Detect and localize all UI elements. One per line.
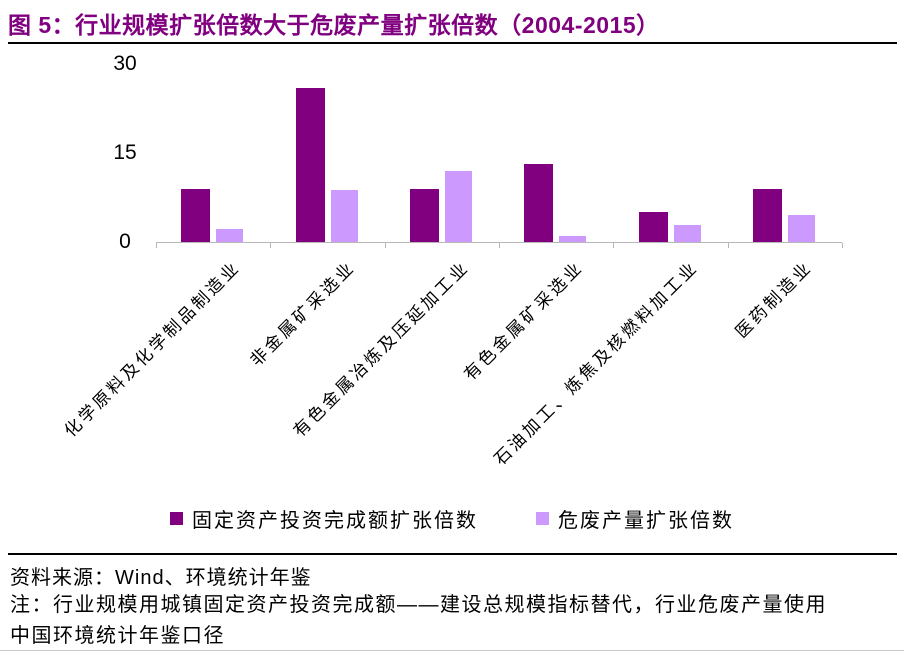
title-divider xyxy=(8,42,897,44)
bar-fixed-investment xyxy=(181,188,211,242)
bar-hazwaste-output xyxy=(444,170,472,242)
x-axis-tick xyxy=(384,243,386,248)
bar-fixed-investment xyxy=(638,212,668,242)
x-axis-category-label: 石油加工、炼焦及核燃料加工业 xyxy=(490,257,702,469)
figure-title: 图 5：行业规模扩张倍数大于危废产量扩张倍数（2004-2015） xyxy=(8,12,660,38)
bar-fixed-investment xyxy=(524,163,554,242)
bar-chart: 0 15 30 化学原料及化学制品制造业 非金属矿采选业 有色金属冶炼及压延加工业 有色金属… xyxy=(61,52,843,469)
x-axis-category-label: 非金属矿采选业 xyxy=(246,257,359,370)
x-axis-tick xyxy=(613,243,615,248)
legend-item-hazwaste-output: 危废产量扩张倍数 xyxy=(536,504,734,533)
legend-item-fixed-investment: 固定资产投资完成额扩张倍数 xyxy=(170,504,478,533)
x-axis-tick xyxy=(270,243,272,248)
bar-fixed-investment xyxy=(409,188,439,242)
bar-fixed-investment xyxy=(295,87,325,242)
x-axis-tick xyxy=(499,243,500,248)
x-axis-line xyxy=(156,242,842,243)
bar-hazwaste-output xyxy=(787,215,815,242)
legend-label-hazwaste-output: 危废产量扩张倍数 xyxy=(558,510,734,532)
bar-fixed-investment xyxy=(752,188,782,242)
bottom-divider xyxy=(0,650,904,651)
note-text: 注：行业规模用城镇固定资产投资完成额——建设总规模指标替代，行业危废产量使用中国… xyxy=(10,594,827,647)
chart-legend: 固定资产投资完成额扩张倍数 危废产量扩张倍数 xyxy=(0,504,904,533)
bar-hazwaste-output xyxy=(673,225,701,242)
bar-hazwaste-output xyxy=(216,228,244,242)
x-axis-category-label: 化学原料及化学制品制造业 xyxy=(61,257,245,441)
bar-hazwaste-output xyxy=(559,236,587,242)
source-text: 资料来源：Wind、环境统计年鉴 xyxy=(10,567,312,589)
x-axis-tick xyxy=(727,243,729,248)
y-axis-label: 15 xyxy=(113,141,137,164)
bar-hazwaste-output xyxy=(330,189,358,242)
legend-swatch-light-purple xyxy=(536,512,549,525)
footer-divider xyxy=(8,553,897,555)
legend-label-fixed-investment: 固定资产投资完成额扩张倍数 xyxy=(192,510,478,532)
x-axis-tick xyxy=(156,243,157,248)
x-axis-category-label: 有色金属矿采选业 xyxy=(460,257,588,385)
legend-swatch-dark-purple xyxy=(170,512,183,525)
y-axis-label: 0 xyxy=(119,230,131,253)
x-axis-tick xyxy=(842,243,843,248)
x-axis-category-label: 医药制造业 xyxy=(731,257,816,342)
y-axis-label: 30 xyxy=(113,52,137,75)
